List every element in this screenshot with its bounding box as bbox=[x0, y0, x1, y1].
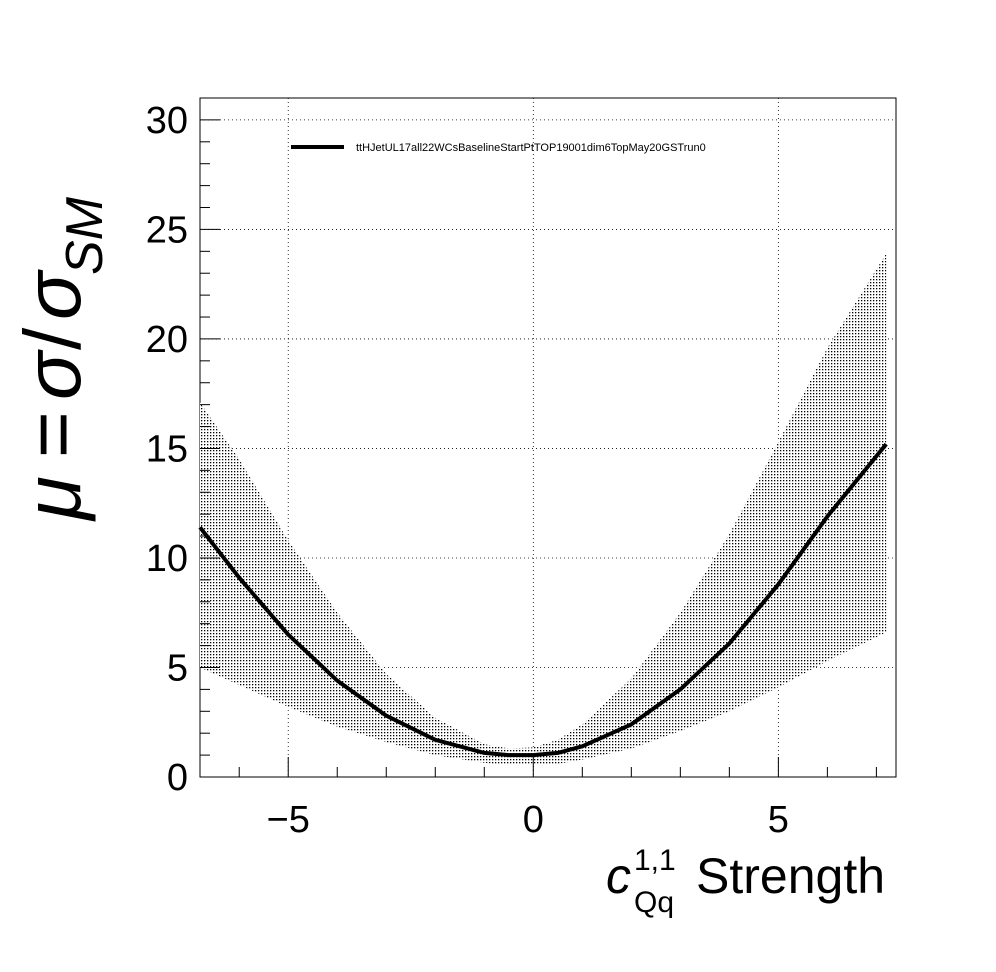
y-tick-label: 10 bbox=[146, 538, 188, 580]
x-tick-label: 0 bbox=[523, 799, 544, 841]
x-tick-label: 5 bbox=[768, 799, 789, 841]
y-tick-label: 20 bbox=[146, 319, 188, 361]
x-axis-subscript: Qq bbox=[634, 886, 674, 919]
uncertainty-band-layer bbox=[200, 253, 887, 765]
series-line-layer bbox=[198, 442, 888, 758]
series-line bbox=[198, 442, 888, 758]
y-axis-slash: / bbox=[8, 327, 97, 350]
y-tick-label: 30 bbox=[146, 100, 188, 142]
uncertainty-band bbox=[200, 253, 887, 765]
y-axis-mu: μ bbox=[8, 476, 97, 522]
x-tick-labels: −5 0 5 bbox=[267, 799, 789, 841]
x-axis-symbol: c bbox=[606, 848, 631, 904]
x-tick-label: −5 bbox=[267, 799, 310, 841]
x-axis-superscript: 1,1 bbox=[634, 844, 676, 877]
y-axis-sm-subscript: SM bbox=[56, 196, 114, 275]
y-axis-label: μ = σ / σ SM bbox=[8, 196, 114, 522]
y-tick-label: 15 bbox=[146, 428, 188, 470]
y-axis-equals: = bbox=[8, 411, 97, 458]
y-axis-sigma-sm: σ bbox=[8, 269, 97, 320]
y-tick-label: 5 bbox=[167, 647, 188, 689]
legend: ttHJetUL17all22WCsBaselineStartPtTOP1900… bbox=[291, 142, 706, 154]
y-tick-label: 25 bbox=[146, 209, 188, 251]
x-axis-label: c 1,1 Qq Strength bbox=[606, 844, 885, 919]
x-axis-suffix: Strength bbox=[696, 848, 885, 904]
axis-ticks bbox=[200, 97, 877, 778]
y-axis-sigma: σ bbox=[8, 349, 97, 400]
y-tick-labels: 0 5 10 15 20 25 30 bbox=[146, 100, 188, 799]
y-tick-label: 0 bbox=[167, 757, 188, 799]
legend-label: ttHJetUL17all22WCsBaselineStartPtTOP1900… bbox=[356, 142, 706, 154]
